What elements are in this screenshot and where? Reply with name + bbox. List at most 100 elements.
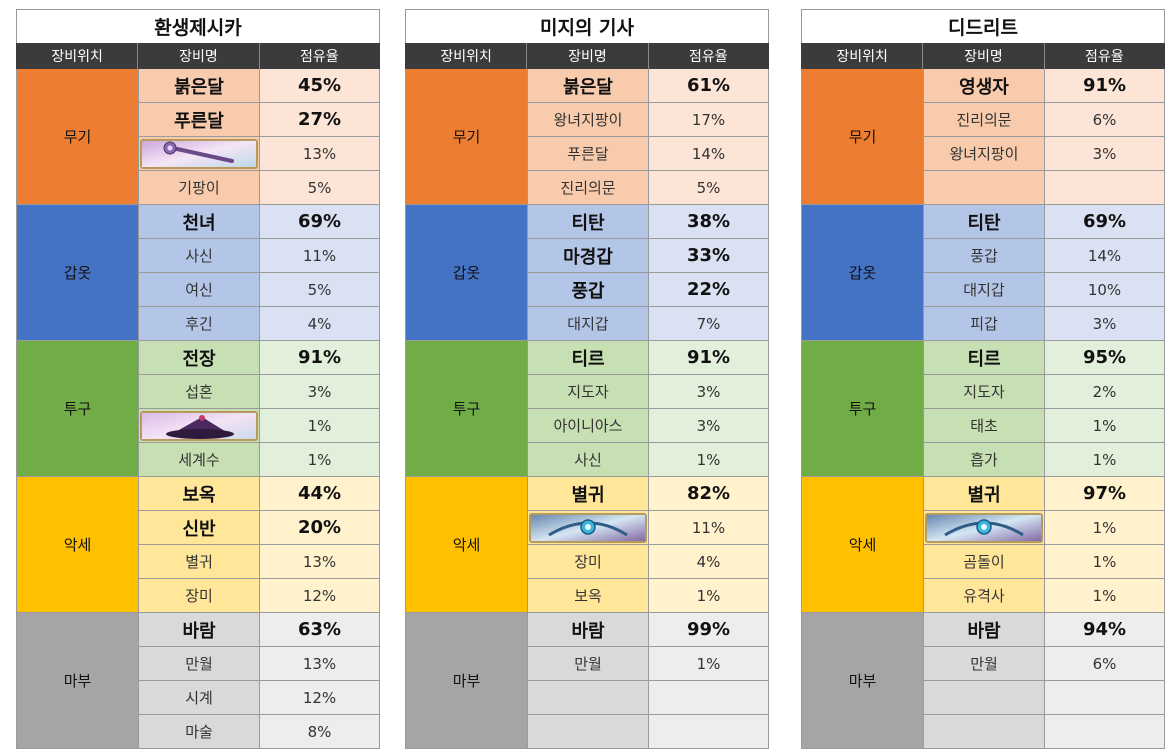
- equipment-name: 천녀: [138, 205, 259, 239]
- equipment-name: 별귀: [138, 545, 259, 579]
- share-rate: 3%: [648, 375, 768, 409]
- table-row: 붉은달 61%: [527, 69, 768, 103]
- equipment-name: 유격사: [923, 579, 1044, 613]
- share-rate: 5%: [648, 171, 768, 205]
- slot-label: 갑옷: [17, 205, 138, 341]
- equipment-name: 티르: [527, 341, 648, 375]
- table-row: 대지갑 10%: [923, 273, 1164, 307]
- equipment-table: 미지의 기사 장비위치 장비명 점유율 무기 붉은달 61% 왕녀지팡이 17% 푸른달 14% 진리…: [405, 9, 769, 749]
- table-row: 붉은달 45%: [138, 69, 379, 103]
- share-rate: 1%: [259, 443, 379, 477]
- share-rate: 8%: [259, 715, 379, 749]
- share-rate: 7%: [648, 307, 768, 341]
- equipment-name: 바람: [138, 613, 259, 647]
- header-name: 장비명: [923, 43, 1045, 69]
- equipment-name: 섭혼: [138, 375, 259, 409]
- table-row: 피갑 3%: [923, 307, 1164, 341]
- share-rate: 91%: [259, 341, 379, 375]
- share-rate: 14%: [1044, 239, 1164, 273]
- equipment-name: 바람: [923, 613, 1044, 647]
- header-name: 장비명: [527, 43, 649, 69]
- table-row: [527, 715, 768, 749]
- equipment-name: [923, 715, 1044, 749]
- table-row: [527, 681, 768, 715]
- share-rate: 5%: [259, 171, 379, 205]
- table-row: [923, 715, 1164, 749]
- share-rate: 6%: [1044, 647, 1164, 681]
- equipment-name: 푸른달: [527, 137, 648, 171]
- table-row: 푸른달 27%: [138, 103, 379, 137]
- equipment-name: 만월: [138, 647, 259, 681]
- share-rate: [1044, 715, 1164, 749]
- table-row: 장미 4%: [527, 545, 768, 579]
- share-rate: 14%: [648, 137, 768, 171]
- equipment-name-cell: [527, 511, 648, 545]
- share-rate: 11%: [259, 239, 379, 273]
- equipment-name: 별귀: [923, 477, 1044, 511]
- share-rate: 2%: [1044, 375, 1164, 409]
- header-slot: 장비위치: [406, 43, 528, 69]
- table-row: 풍갑 22%: [527, 273, 768, 307]
- slot-label: 무기: [17, 69, 138, 205]
- share-rate: 33%: [648, 239, 768, 273]
- share-rate: 61%: [648, 69, 768, 103]
- equipment-name: 왕녀지팡이: [527, 103, 648, 137]
- share-rate: 1%: [1044, 545, 1164, 579]
- equipment-name: 대지갑: [527, 307, 648, 341]
- equipment-table: 환생제시카 장비위치 장비명 점유율 무기 붉은달 45% 푸른달 27% 13% 기팡이 5% 갑옷 천…: [16, 9, 380, 749]
- equipment-group: 악세 보옥 44% 신반 20% 별귀 13% 장미 12%: [16, 477, 380, 613]
- slot-label: 투구: [406, 341, 527, 477]
- equipment-group: 악세 별귀 82% 11% 장미 4% 보옥 1%: [405, 477, 769, 613]
- slot-label: 투구: [802, 341, 923, 477]
- table-row: 태초 1%: [923, 409, 1164, 443]
- table-row: 왕녀지팡이 3%: [923, 137, 1164, 171]
- share-rate: 12%: [259, 681, 379, 715]
- table-row: 왕녀지팡이 17%: [527, 103, 768, 137]
- share-rate: 1%: [1044, 579, 1164, 613]
- table-row: 진리의문 6%: [923, 103, 1164, 137]
- table-row: 푸른달 14%: [527, 137, 768, 171]
- equipment-name: 마경갑: [527, 239, 648, 273]
- staff-icon: [140, 138, 258, 169]
- header-slot: 장비위치: [802, 43, 924, 69]
- share-rate: 3%: [259, 375, 379, 409]
- equipment-group: 마부 바람 94% 만월 6%: [801, 613, 1165, 749]
- equipment-name: 신반: [138, 511, 259, 545]
- table-row: 만월 13%: [138, 647, 379, 681]
- table-row: 티르 91%: [527, 341, 768, 375]
- share-rate: 3%: [1044, 137, 1164, 171]
- table-row: 여신 5%: [138, 273, 379, 307]
- table-row: 섭혼 3%: [138, 375, 379, 409]
- slot-label: 악세: [17, 477, 138, 613]
- equipment-name: 바람: [527, 613, 648, 647]
- table-row: 보옥 1%: [527, 579, 768, 613]
- table-row: 티탄 38%: [527, 205, 768, 239]
- table-header: 장비위치 장비명 점유율: [801, 43, 1165, 69]
- table-row: 곰돌이 1%: [923, 545, 1164, 579]
- table-row: 시계 12%: [138, 681, 379, 715]
- equipment-name: 지도자: [923, 375, 1044, 409]
- equipment-group: 마부 바람 99% 만월 1%: [405, 613, 769, 749]
- slot-label: 무기: [406, 69, 527, 205]
- table-row: 보옥 44%: [138, 477, 379, 511]
- equipment-name: 흡가: [923, 443, 1044, 477]
- share-rate: 38%: [648, 205, 768, 239]
- equipment-name: 보옥: [138, 477, 259, 511]
- share-rate: 63%: [259, 613, 379, 647]
- equipment-name: 후긴: [138, 307, 259, 341]
- share-rate: 69%: [1044, 205, 1164, 239]
- equipment-name: 사신: [527, 443, 648, 477]
- equipment-name: 별귀: [527, 477, 648, 511]
- share-rate: 1%: [1044, 443, 1164, 477]
- share-rate: 1%: [1044, 511, 1164, 545]
- gem-accessory-icon: [529, 512, 647, 543]
- share-rate: [1044, 681, 1164, 715]
- equipment-name: 왕녀지팡이: [923, 137, 1044, 171]
- equipment-name: 기팡이: [138, 171, 259, 205]
- equipment-name: [527, 715, 648, 749]
- equipment-name: 붉은달: [527, 69, 648, 103]
- header-rate: 점유율: [300, 49, 339, 65]
- share-rate: 13%: [259, 545, 379, 579]
- share-rate: 4%: [259, 307, 379, 341]
- equipment-name: 티르: [923, 341, 1044, 375]
